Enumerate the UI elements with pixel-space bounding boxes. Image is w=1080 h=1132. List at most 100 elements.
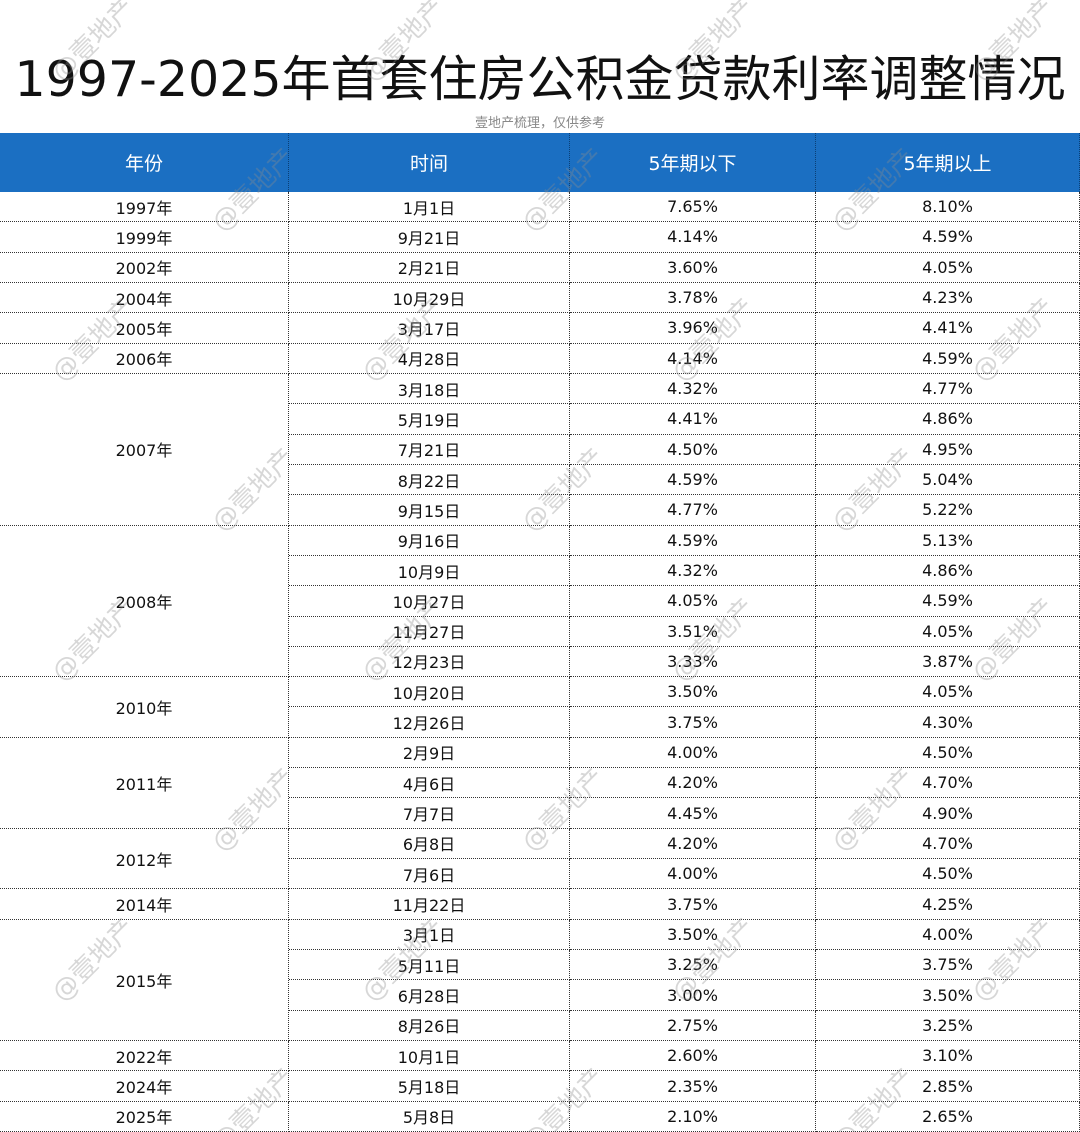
year-cell: 2011年	[0, 737, 289, 829]
rate-under-5y: 2.35%	[570, 1071, 816, 1102]
rate-under-5y: 3.60%	[570, 252, 816, 283]
rate-over-5y: 4.86%	[816, 555, 1080, 587]
rate-under-5y: 3.25%	[570, 950, 816, 981]
column-header: 年份	[0, 133, 289, 192]
rate-under-5y: 3.51%	[570, 616, 816, 647]
rate-over-5y: 4.23%	[816, 282, 1080, 314]
rate-over-5y: 4.05%	[816, 252, 1080, 283]
rate-under-5y: 7.65%	[570, 192, 816, 223]
rate-under-5y: 4.20%	[570, 768, 816, 799]
rate-over-5y: 5.13%	[816, 525, 1080, 556]
rate-over-5y: 4.25%	[816, 889, 1080, 920]
rate-under-5y: 4.77%	[570, 495, 816, 526]
rate-under-5y: 4.59%	[570, 525, 816, 556]
date-cell: 10月29日	[289, 282, 570, 314]
rate-under-5y: 3.78%	[570, 282, 816, 314]
rate-over-5y: 4.59%	[816, 222, 1080, 253]
date-cell: 8月22日	[289, 464, 570, 496]
column-header: 时间	[289, 133, 570, 192]
date-cell: 3月18日	[289, 373, 570, 405]
year-cell: 1999年	[0, 222, 289, 253]
date-cell: 6月28日	[289, 980, 570, 1011]
rate-over-5y: 3.75%	[816, 950, 1080, 981]
year-cell: 1997年	[0, 192, 289, 223]
rate-over-5y: 3.10%	[816, 1041, 1080, 1072]
rate-under-5y: 4.14%	[570, 343, 816, 374]
rate-under-5y: 3.96%	[570, 313, 816, 344]
date-cell: 11月27日	[289, 616, 570, 647]
subtitle: 壹地产梳理，仅供参考	[474, 116, 605, 131]
rate-over-5y: 4.41%	[816, 313, 1080, 344]
rate-over-5y: 3.50%	[816, 980, 1080, 1011]
year-cell: 2025年	[0, 1101, 289, 1132]
rate-over-5y: 4.59%	[816, 343, 1080, 374]
rate-under-5y: 4.32%	[570, 555, 816, 587]
year-cell: 2024年	[0, 1071, 289, 1102]
rate-under-5y: 4.00%	[570, 859, 816, 890]
rate-over-5y: 3.25%	[816, 1010, 1080, 1042]
rate-over-5y: 4.05%	[816, 677, 1080, 708]
rate-over-5y: 4.70%	[816, 768, 1080, 799]
rate-over-5y: 2.65%	[816, 1101, 1080, 1132]
rate-under-5y: 4.45%	[570, 798, 816, 829]
year-cell: 2015年	[0, 919, 289, 1042]
date-cell: 7月6日	[289, 859, 570, 890]
rate-under-5y: 3.50%	[570, 919, 816, 951]
rate-over-5y: 4.86%	[816, 404, 1080, 435]
date-cell: 1月1日	[289, 192, 570, 223]
year-cell: 2004年	[0, 282, 289, 314]
rate-over-5y: 4.05%	[816, 616, 1080, 647]
date-cell: 10月20日	[289, 677, 570, 708]
date-cell: 5月18日	[289, 1071, 570, 1102]
date-cell: 2月9日	[289, 737, 570, 769]
date-cell: 10月27日	[289, 586, 570, 617]
rate-under-5y: 4.59%	[570, 464, 816, 496]
rate-over-5y: 4.00%	[816, 919, 1080, 951]
rate-under-5y: 2.60%	[570, 1041, 816, 1072]
rate-under-5y: 4.50%	[570, 434, 816, 465]
date-cell: 10月9日	[289, 555, 570, 587]
date-cell: 9月21日	[289, 222, 570, 253]
date-cell: 5月11日	[289, 950, 570, 981]
date-cell: 5月19日	[289, 404, 570, 435]
rate-over-5y: 4.30%	[816, 707, 1080, 738]
rate-under-5y: 4.14%	[570, 222, 816, 253]
column-header: 5年期以下	[570, 133, 816, 192]
rate-over-5y: 4.59%	[816, 586, 1080, 617]
title: 1997-2025年首套住房公积金贷款利率调整情况	[14, 51, 1066, 108]
year-cell: 2022年	[0, 1041, 289, 1072]
date-cell: 9月15日	[289, 495, 570, 526]
year-cell: 2005年	[0, 313, 289, 344]
rate-under-5y: 4.20%	[570, 828, 816, 860]
rate-under-5y: 3.75%	[570, 889, 816, 920]
rate-under-5y: 4.32%	[570, 373, 816, 405]
date-cell: 3月1日	[289, 919, 570, 951]
rate-under-5y: 2.75%	[570, 1010, 816, 1042]
date-cell: 12月26日	[289, 707, 570, 738]
year-cell: 2002年	[0, 252, 289, 283]
column-header: 5年期以上	[816, 133, 1080, 192]
year-cell: 2008年	[0, 525, 289, 678]
date-cell: 7月21日	[289, 434, 570, 465]
year-cell: 2007年	[0, 373, 289, 526]
rate-under-5y: 3.50%	[570, 677, 816, 708]
rate-over-5y: 5.22%	[816, 495, 1080, 526]
rate-over-5y: 4.90%	[816, 798, 1080, 829]
year-cell: 2006年	[0, 343, 289, 374]
rate-under-5y: 4.05%	[570, 586, 816, 617]
rate-over-5y: 2.85%	[816, 1071, 1080, 1102]
rate-under-5y: 4.41%	[570, 404, 816, 435]
rate-over-5y: 4.70%	[816, 828, 1080, 860]
date-cell: 4月6日	[289, 768, 570, 799]
rate-over-5y: 4.95%	[816, 434, 1080, 465]
date-cell: 9月16日	[289, 525, 570, 556]
date-cell: 2月21日	[289, 252, 570, 283]
rate-under-5y: 4.00%	[570, 737, 816, 769]
rate-over-5y: 3.87%	[816, 646, 1080, 678]
date-cell: 4月28日	[289, 343, 570, 374]
rate-over-5y: 4.50%	[816, 737, 1080, 769]
rate-over-5y: 4.77%	[816, 373, 1080, 405]
year-cell: 2010年	[0, 677, 289, 738]
date-cell: 12月23日	[289, 646, 570, 678]
